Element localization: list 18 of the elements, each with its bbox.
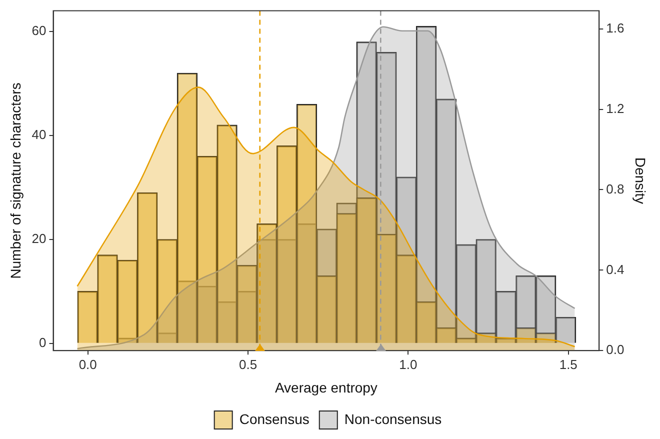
x-tick-label: 1.0 (399, 356, 418, 372)
y-tick-label: 60 (32, 23, 46, 38)
legend-label: Consensus (239, 410, 310, 427)
y2-tick-label: 1.6 (606, 20, 624, 36)
x-tick-label: 0.0 (78, 356, 97, 372)
y-tick-label: 40 (32, 127, 46, 142)
legend-label: Non-consensus (344, 410, 442, 427)
x-tick-label: 1.5 (559, 356, 578, 372)
y2-axis-title: Density (632, 157, 649, 204)
y-axis-title: Number of signature characters (7, 82, 24, 279)
y2-tick-label: 1.2 (606, 100, 624, 116)
y2-tick-label: 0.4 (606, 262, 624, 277)
x-tick-label: 0.5 (238, 356, 258, 372)
y-tick-label: 0 (39, 334, 46, 350)
y2-tick-label: 0.0 (606, 342, 624, 358)
y-tick-label: 20 (32, 230, 46, 246)
x-axis-title: Average entropy (274, 379, 378, 396)
y2-tick-label: 0.8 (606, 181, 624, 196)
